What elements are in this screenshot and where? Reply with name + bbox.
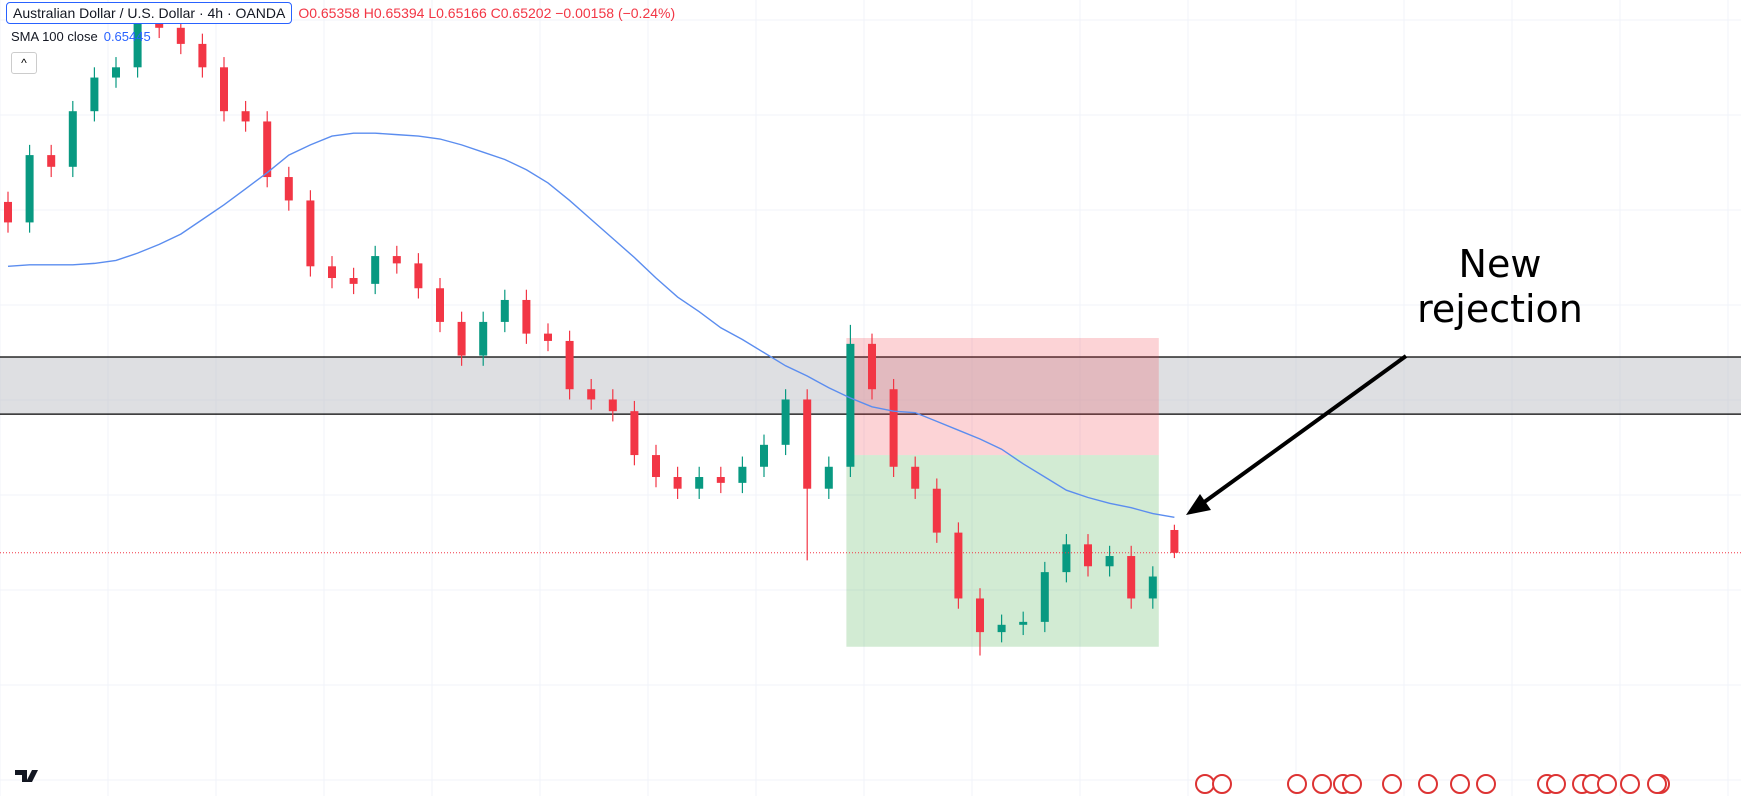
high-value: 0.65394 (373, 5, 425, 21)
candle-body (760, 444, 768, 467)
arrow (1194, 354, 1408, 510)
candle-body (90, 77, 99, 112)
candle-body (673, 477, 682, 489)
candle-body (241, 111, 250, 122)
candle-body (738, 466, 747, 483)
annotation: rejection (1417, 287, 1583, 331)
candle-body (1170, 529, 1179, 553)
arrow-head (1186, 494, 1211, 515)
candle-body (371, 256, 380, 284)
annotation: New (1459, 242, 1542, 286)
candle-body (630, 411, 639, 456)
candle-body (25, 155, 34, 223)
candle-body (500, 299, 509, 322)
candle-body (911, 466, 920, 489)
indicator-name: SMA 100 close (11, 29, 98, 44)
candle-body (457, 321, 466, 356)
candle-body (868, 343, 876, 390)
candle-body (68, 111, 77, 167)
candle-body (328, 266, 336, 279)
symbol[interactable]: Australian Dollar / U.S. Dollar · 4h · O… (6, 2, 293, 24)
ohlc-label: C (490, 5, 501, 21)
candle-body (781, 399, 790, 445)
candle-body (414, 263, 423, 289)
candle-body (112, 67, 120, 78)
event-icon (1418, 774, 1438, 794)
event-icon (1597, 774, 1617, 794)
event-icon (1212, 774, 1232, 794)
logo (15, 770, 38, 782)
candle-body (155, 21, 164, 28)
candle-body (803, 399, 812, 489)
ohlc-label: O (298, 5, 310, 21)
candle-body (954, 532, 963, 599)
candle-body (1084, 544, 1092, 567)
ohlc: O0.65358 H0.65394 L0.65166 C0.65202 −0.0… (298, 5, 675, 21)
candle-body (608, 399, 617, 412)
ohlc-label: H (363, 5, 374, 21)
candle-body (349, 278, 358, 284)
event-icon (1476, 774, 1496, 794)
candle-body (565, 340, 574, 390)
event-icon (1620, 774, 1640, 794)
candle-body (1019, 621, 1028, 625)
candle-body (652, 455, 660, 478)
candle-body (1148, 576, 1157, 599)
candle-body (306, 200, 315, 267)
event-icon (1647, 774, 1667, 794)
stop-area (846, 338, 1159, 456)
candle-body (716, 477, 725, 483)
target-area (846, 455, 1159, 647)
candle-body (4, 201, 12, 223)
event-icon (1312, 774, 1332, 794)
candle-body (544, 333, 552, 341)
candle-body (976, 598, 984, 633)
candle-body (198, 43, 207, 68)
candle-body (695, 477, 704, 489)
candle-body (220, 67, 228, 112)
candle-body (522, 299, 531, 334)
event-icon (1382, 774, 1402, 794)
open-value: 0.65358 (309, 5, 360, 21)
event-icon (1342, 774, 1362, 794)
collapse-button[interactable]: ^ (11, 52, 37, 74)
candle-body (1040, 572, 1049, 622)
change: −0.00158 (555, 5, 615, 21)
indicator-legend: SMA 100 close 0.65445 (11, 29, 151, 44)
event-icon (1287, 774, 1307, 794)
close-value: 0.65202 (500, 5, 552, 21)
candle-body (587, 389, 596, 400)
candle-body (1105, 556, 1114, 567)
candle-body (436, 288, 444, 322)
sma-line (7, 132, 1175, 518)
candle-body (1062, 544, 1071, 573)
event-icon (1195, 774, 1215, 794)
event-icon (1546, 774, 1566, 794)
change-pct: (−0.24%) (617, 5, 676, 21)
candle-body (997, 624, 1006, 633)
candle-body (133, 21, 142, 68)
candle-body (824, 466, 833, 489)
indicator-value: 0.65445 (103, 29, 151, 44)
candle-body (932, 488, 941, 533)
candle-body (284, 177, 293, 201)
event-icon (1450, 774, 1470, 794)
candle-body (889, 389, 898, 467)
candle-body (392, 256, 401, 264)
candle-body (1127, 556, 1136, 599)
candle-body (263, 121, 272, 178)
candle-body (479, 321, 488, 356)
candle-body (846, 343, 855, 467)
ohlc-label: L (428, 5, 437, 21)
low-value: 0.65166 (436, 5, 487, 21)
header: Australian Dollar / U.S. Dollar · 4h · O… (6, 2, 675, 24)
candle-body (176, 27, 185, 44)
candle-body (47, 155, 56, 167)
